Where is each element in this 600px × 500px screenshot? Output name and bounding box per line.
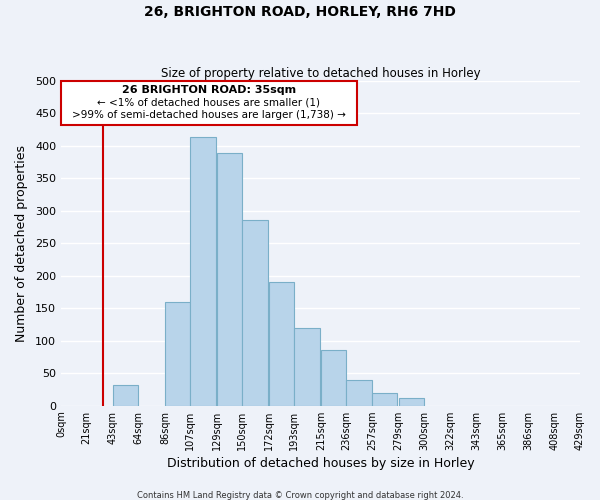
X-axis label: Distribution of detached houses by size in Horley: Distribution of detached houses by size … [167,457,474,470]
Bar [113,385,139,406]
Bar [372,392,397,406]
Text: Contains HM Land Registry data © Crown copyright and database right 2024.: Contains HM Land Registry data © Crown c… [137,490,463,500]
Bar [217,154,242,406]
Bar [165,302,190,406]
Bar [190,137,216,406]
FancyBboxPatch shape [61,80,357,124]
Bar [321,350,346,406]
Text: ← <1% of detached houses are smaller (1): ← <1% of detached houses are smaller (1) [97,98,320,108]
Text: 26 BRIGHTON ROAD: 35sqm: 26 BRIGHTON ROAD: 35sqm [122,86,296,96]
Y-axis label: Number of detached properties: Number of detached properties [15,144,28,342]
Bar [269,282,295,406]
Bar [242,220,268,406]
Text: 26, BRIGHTON ROAD, HORLEY, RH6 7HD: 26, BRIGHTON ROAD, HORLEY, RH6 7HD [144,5,456,19]
Bar [346,380,372,406]
Title: Size of property relative to detached houses in Horley: Size of property relative to detached ho… [161,66,480,80]
Bar [295,328,320,406]
Bar [398,398,424,406]
Text: >99% of semi-detached houses are larger (1,738) →: >99% of semi-detached houses are larger … [72,110,346,120]
